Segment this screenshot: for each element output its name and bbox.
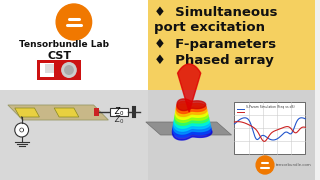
Polygon shape — [173, 122, 211, 137]
Polygon shape — [8, 105, 108, 120]
Bar — [148, 90, 315, 180]
Bar — [0, 0, 148, 90]
Text: $Z_0$: $Z_0$ — [114, 114, 124, 126]
Bar — [40, 63, 54, 77]
Polygon shape — [15, 108, 39, 117]
Bar — [235, 102, 305, 154]
Polygon shape — [175, 109, 208, 122]
Text: ♦  Simultaneous: ♦ Simultaneous — [154, 6, 277, 19]
Polygon shape — [146, 122, 231, 135]
Circle shape — [61, 62, 77, 78]
Text: tensorbundle.com: tensorbundle.com — [276, 163, 312, 167]
Text: S-Param Simulation (Freq vs dB): S-Param Simulation (Freq vs dB) — [246, 105, 294, 109]
Polygon shape — [177, 101, 206, 114]
Bar — [37, 60, 81, 80]
Polygon shape — [178, 64, 201, 112]
Polygon shape — [173, 119, 211, 134]
Text: ♦  Phased array: ♦ Phased array — [154, 53, 273, 66]
Circle shape — [56, 4, 92, 40]
Polygon shape — [174, 114, 209, 128]
Circle shape — [64, 65, 74, 75]
Bar — [93, 108, 99, 116]
Bar — [45, 64, 54, 73]
Polygon shape — [176, 104, 207, 116]
Bar — [110, 108, 128, 116]
Polygon shape — [176, 106, 208, 119]
Text: Tensorbundle Lab: Tensorbundle Lab — [19, 39, 109, 48]
Text: CST: CST — [47, 51, 71, 61]
Bar — [148, 0, 315, 90]
Circle shape — [256, 156, 274, 174]
Polygon shape — [54, 108, 79, 117]
Polygon shape — [174, 116, 210, 131]
Text: ♦  F-parameters: ♦ F-parameters — [154, 37, 276, 51]
Circle shape — [15, 123, 28, 137]
Polygon shape — [175, 111, 209, 125]
Text: $Z_0$: $Z_0$ — [114, 106, 124, 118]
Text: port excitation: port excitation — [154, 21, 265, 33]
Polygon shape — [172, 124, 212, 140]
Polygon shape — [177, 99, 206, 111]
Bar — [0, 90, 148, 180]
